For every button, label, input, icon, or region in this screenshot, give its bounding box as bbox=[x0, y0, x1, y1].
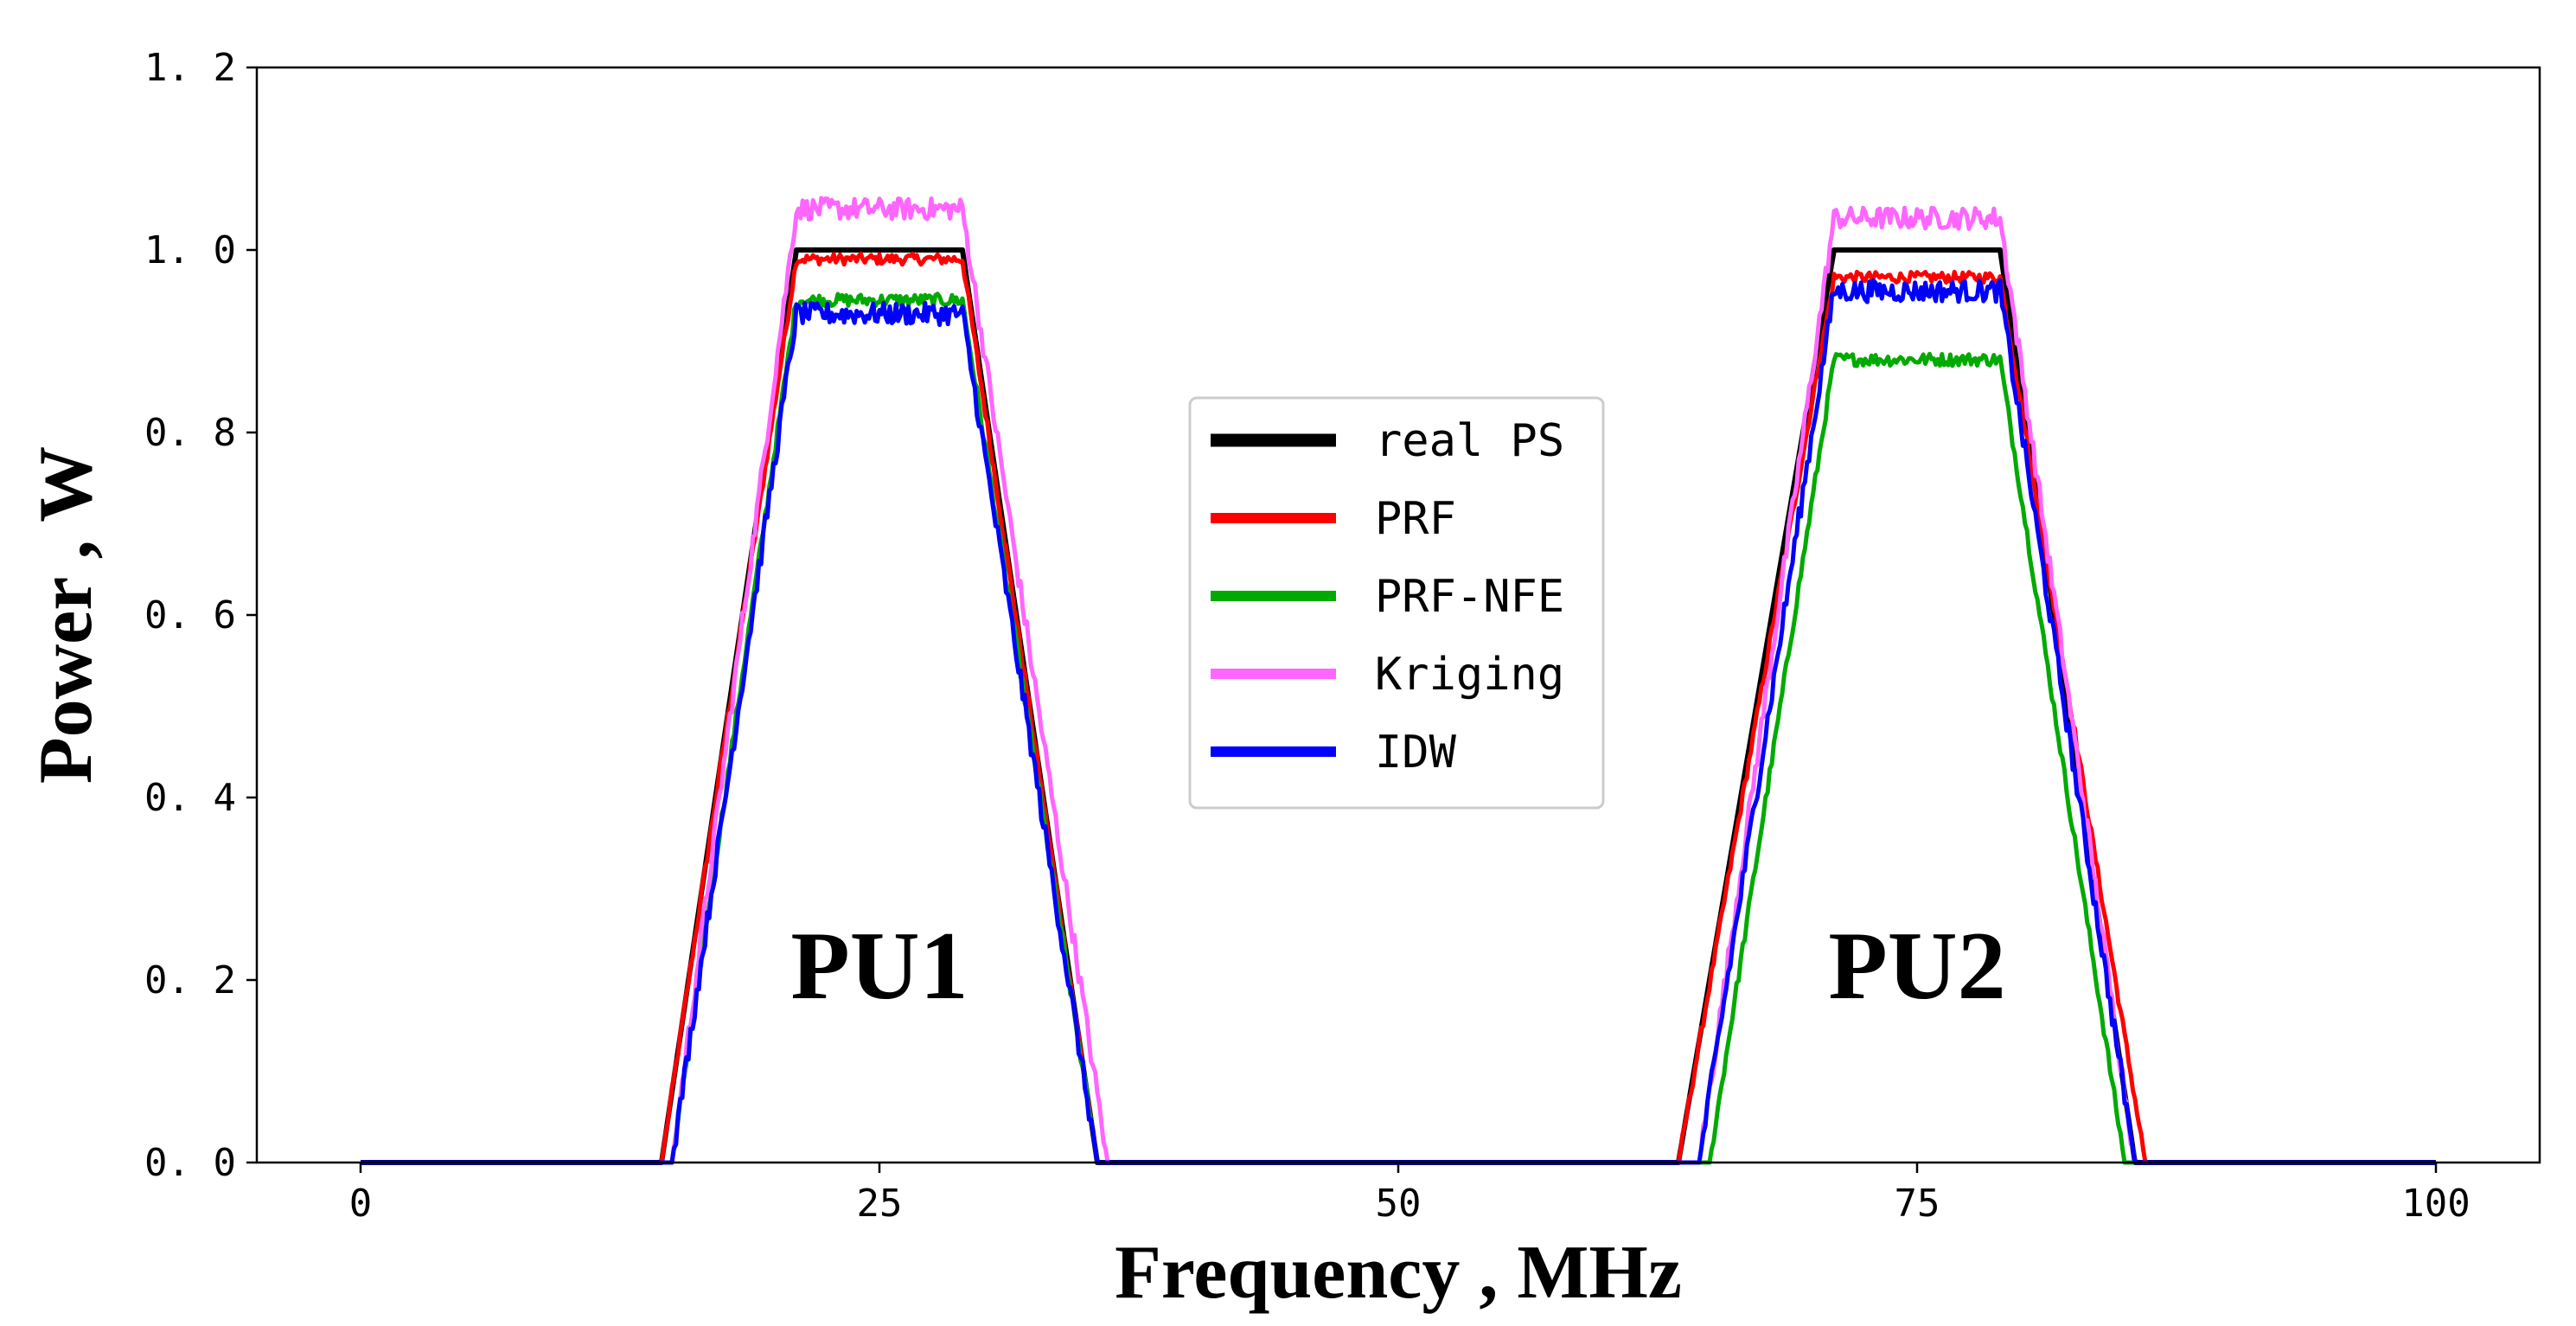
x-tick-label: 75 bbox=[1895, 1182, 1940, 1226]
y-tick-label: 0. 4 bbox=[144, 776, 236, 820]
y-tick-label: 1. 2 bbox=[144, 46, 236, 90]
y-tick-label: 0. 6 bbox=[144, 593, 236, 637]
annotation-pu2: PU2 bbox=[1828, 913, 2005, 1020]
y-tick-label: 0. 2 bbox=[144, 958, 236, 1003]
legend-label: Kriging bbox=[1375, 649, 1564, 701]
x-tick-label: 100 bbox=[2401, 1182, 2470, 1226]
y-tick-label: 1. 0 bbox=[144, 228, 236, 272]
legend-label: real PS bbox=[1375, 415, 1564, 467]
legend-label: IDW bbox=[1375, 727, 1457, 778]
y-tick-label: 0. 8 bbox=[144, 411, 236, 455]
annotation-pu1: PU1 bbox=[790, 913, 968, 1020]
x-tick-label: 50 bbox=[1376, 1182, 1422, 1226]
legend-label: PRF-NFE bbox=[1375, 571, 1564, 623]
x-axis-title: Frequency , MHz bbox=[1115, 1231, 1682, 1315]
legend-box bbox=[1188, 396, 1605, 810]
legend: real PS PRF PRF-NFE Kriging IDW bbox=[1188, 396, 1605, 810]
y-tick-label: 0. 0 bbox=[144, 1141, 236, 1185]
x-ticks: 0 25 50 75 100 bbox=[349, 1163, 2471, 1226]
y-ticks: 0. 0 0. 2 0. 4 0. 6 0. 8 1. 0 1. 2 bbox=[144, 46, 257, 1185]
y-axis-title: Power , W bbox=[24, 446, 108, 784]
legend-label: PRF bbox=[1375, 493, 1456, 545]
annotations: PU1 PU2 bbox=[790, 913, 2005, 1020]
x-tick-label: 0 bbox=[349, 1182, 373, 1226]
x-tick-label: 25 bbox=[857, 1182, 903, 1226]
